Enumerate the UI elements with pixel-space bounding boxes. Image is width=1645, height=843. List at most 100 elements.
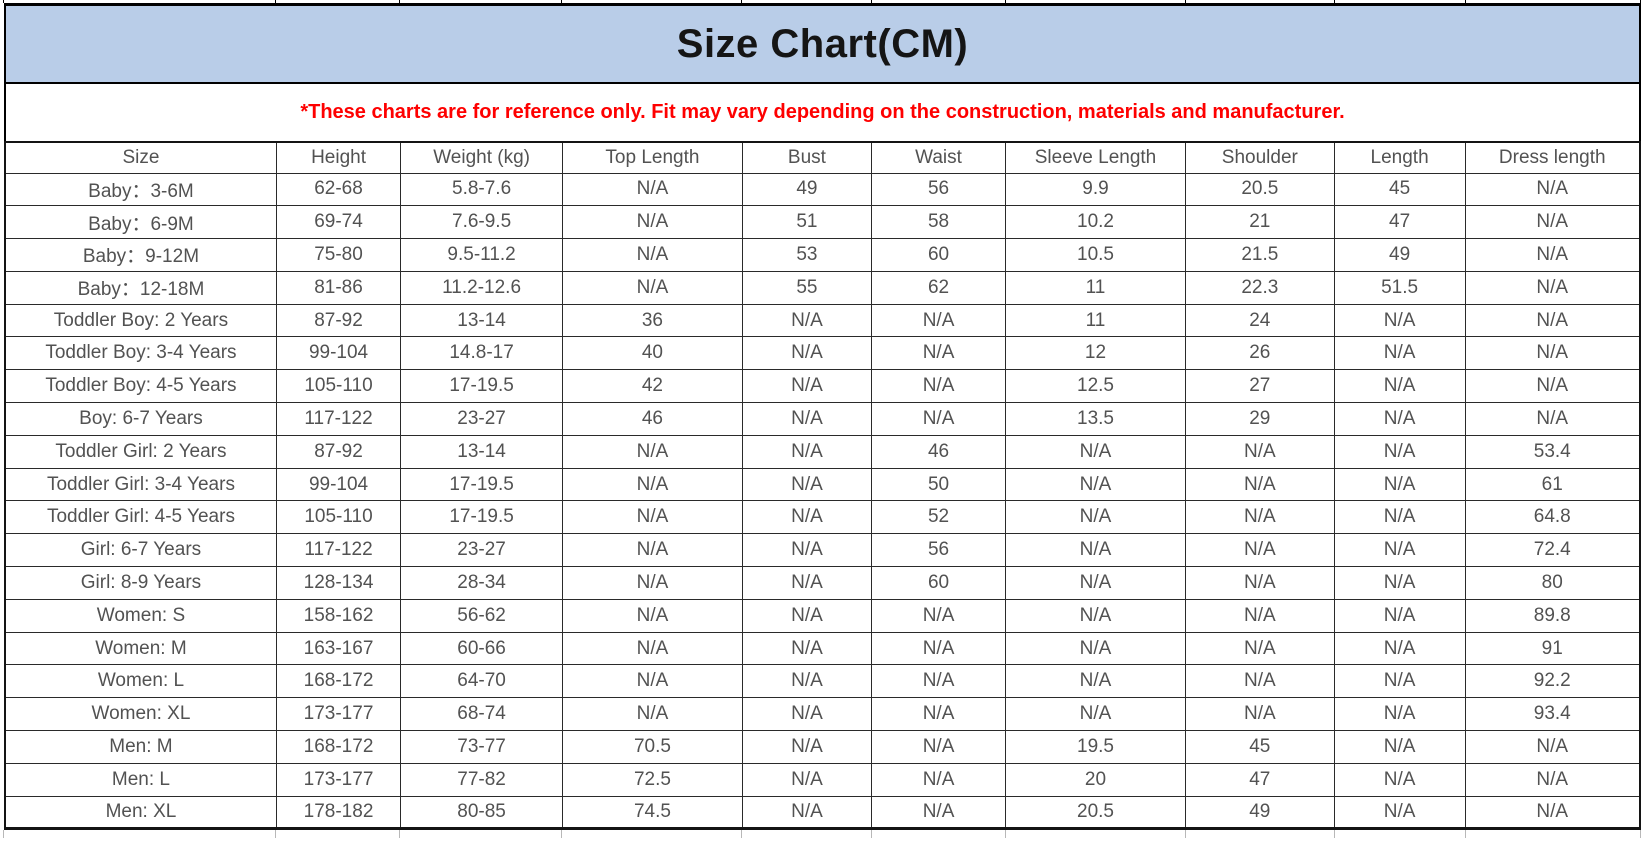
column-boundary-tick — [1464, 0, 1466, 3]
table-cell: Men: L — [4, 762, 277, 797]
table-cell: 11.2-12.6 — [400, 270, 564, 305]
disclaimer-text: *These charts are for reference only. Fi… — [300, 101, 1345, 123]
table-cell: 64-70 — [400, 664, 564, 699]
table-cell: N/A — [1464, 369, 1641, 404]
table-cell: N/A — [871, 762, 1007, 797]
table-cell: 12 — [1005, 336, 1186, 371]
table-cell: 36 — [562, 303, 743, 338]
table-cell: N/A — [1005, 500, 1186, 535]
table-cell: 56 — [871, 172, 1007, 207]
table-cell: 72.5 — [562, 762, 743, 797]
table-row: Boy: 6-7 Years 117-122 23-27 46 N/A N/A 13.5 29… — [4, 402, 1641, 436]
table-cell: N/A — [1464, 762, 1641, 797]
table-cell: 26 — [1184, 336, 1335, 371]
column-boundary-tick — [1333, 0, 1335, 3]
column-boundary-tick — [1184, 830, 1186, 839]
table-row: Baby：9-12M 75-80 9.5-11.2 N/A 53 60 10.5 21.5 49… — [4, 238, 1641, 272]
column-boundary-tick — [741, 830, 743, 839]
table-cell: N/A — [1005, 566, 1186, 600]
column-boundary-tick — [870, 0, 872, 3]
table-cell: N/A — [741, 467, 873, 502]
table-cell: N/A — [1333, 664, 1466, 699]
table-cell: 11 — [1005, 303, 1186, 338]
table-row: Toddler Girl: 3-4 Years 99-104 17-19.5 N/A N… — [4, 467, 1641, 502]
table-cell: N/A — [562, 598, 743, 633]
table-cell: 56-62 — [400, 598, 564, 633]
table-cell: N/A — [1005, 631, 1186, 666]
table-cell: 46 — [871, 434, 1007, 469]
table-row: Toddler Girl: 4-5 Years 105-110 17-19.5 N/A… — [4, 500, 1641, 535]
table-cell: 46 — [562, 402, 743, 436]
table-cell: 13.5 — [1005, 402, 1186, 436]
table-cell: N/A — [1184, 467, 1335, 502]
table-row: Baby：6-9M 69-74 7.6-9.5 N/A 51 58 10.2 21 47 N/A — [4, 205, 1641, 240]
table-cell: N/A — [562, 664, 743, 699]
column-boundary-tick — [741, 0, 743, 3]
table-cell: 168-172 — [275, 730, 402, 764]
column-boundary-tick — [1333, 830, 1335, 839]
header-row: Size Height Weight (kg) Top Length Bust Waist… — [4, 141, 1641, 174]
table-cell: N/A — [1005, 664, 1186, 699]
table-cell: 87-92 — [275, 434, 402, 469]
table-cell: Toddler Boy: 2 Years — [4, 303, 277, 338]
table-cell: 80-85 — [400, 795, 564, 830]
column-boundary-tick — [3, 830, 4, 839]
table-row: Women: M 163-167 60-66 N/A N/A N/A N/A N/A N/A 91 — [4, 631, 1641, 666]
table-cell: N/A — [1333, 500, 1466, 535]
table-cell: N/A — [1333, 762, 1466, 797]
column-boundary-tick — [1004, 0, 1006, 3]
table-cell: N/A — [741, 369, 873, 404]
table-cell: 92.2 — [1464, 664, 1641, 699]
table-cell: 58 — [871, 205, 1007, 240]
table-row: Men: L 173-177 77-82 72.5 N/A N/A 20 47 N/A N/A — [4, 762, 1641, 797]
table-cell: 61 — [1464, 467, 1641, 502]
table-cell: 64.8 — [1464, 500, 1641, 535]
table-cell: 99-104 — [275, 336, 402, 371]
table-cell: N/A — [1464, 402, 1641, 436]
table-row: Toddler Boy: 2 Years 87-92 13-14 36 N/A N/A 11… — [4, 303, 1641, 338]
column-header: Sleeve Length — [1005, 141, 1186, 174]
size-table: Size Height Weight (kg) Top Length Bust Waist… — [4, 141, 1641, 831]
title-banner: Size Chart(CM) — [4, 3, 1641, 84]
table-cell: N/A — [1333, 795, 1466, 830]
table-cell: N/A — [1184, 697, 1335, 732]
size-table-head: Size Height Weight (kg) Top Length Bust Waist… — [4, 141, 1641, 174]
table-cell: N/A — [1005, 697, 1186, 732]
table-cell: Toddler Boy: 3-4 Years — [4, 336, 277, 371]
table-cell: 77-82 — [400, 762, 564, 797]
table-cell: N/A — [1464, 730, 1641, 764]
table-cell: 11 — [1005, 270, 1186, 305]
table-cell: N/A — [871, 730, 1007, 764]
table-cell: 49 — [1333, 238, 1466, 272]
table-cell: 9.5-11.2 — [400, 238, 564, 272]
column-header: Waist — [871, 141, 1007, 174]
table-cell: N/A — [871, 303, 1007, 338]
table-cell: N/A — [1464, 795, 1641, 830]
table-cell: 74.5 — [562, 795, 743, 830]
table-cell: 5.8-7.6 — [400, 172, 564, 207]
table-cell: Toddler Girl: 2 Years — [4, 434, 277, 469]
table-cell: 17-19.5 — [400, 467, 564, 502]
table-cell: 23-27 — [400, 402, 564, 436]
table-cell: N/A — [871, 795, 1007, 830]
table-cell: N/A — [1464, 336, 1641, 371]
table-cell: 17-19.5 — [400, 369, 564, 404]
table-row: Women: S 158-162 56-62 N/A N/A N/A N/A N/A N/A 89… — [4, 598, 1641, 633]
column-boundary-tick — [561, 0, 563, 3]
table-cell: 163-167 — [275, 631, 402, 666]
table-cell: Women: M — [4, 631, 277, 666]
table-cell: Men: M — [4, 730, 277, 764]
table-cell: N/A — [1184, 598, 1335, 633]
table-cell: N/A — [562, 434, 743, 469]
table-cell: 10.2 — [1005, 205, 1186, 240]
table-cell: 40 — [562, 336, 743, 371]
table-cell: N/A — [741, 336, 873, 371]
table-cell: 168-172 — [275, 664, 402, 699]
table-cell: N/A — [1464, 303, 1641, 338]
table-cell: 47 — [1184, 762, 1335, 797]
table-cell: Toddler Girl: 3-4 Years — [4, 467, 277, 502]
table-cell: N/A — [1333, 697, 1466, 732]
table-cell: 20.5 — [1184, 172, 1335, 207]
table-cell: 23-27 — [400, 533, 564, 568]
table-cell: N/A — [1464, 172, 1641, 207]
